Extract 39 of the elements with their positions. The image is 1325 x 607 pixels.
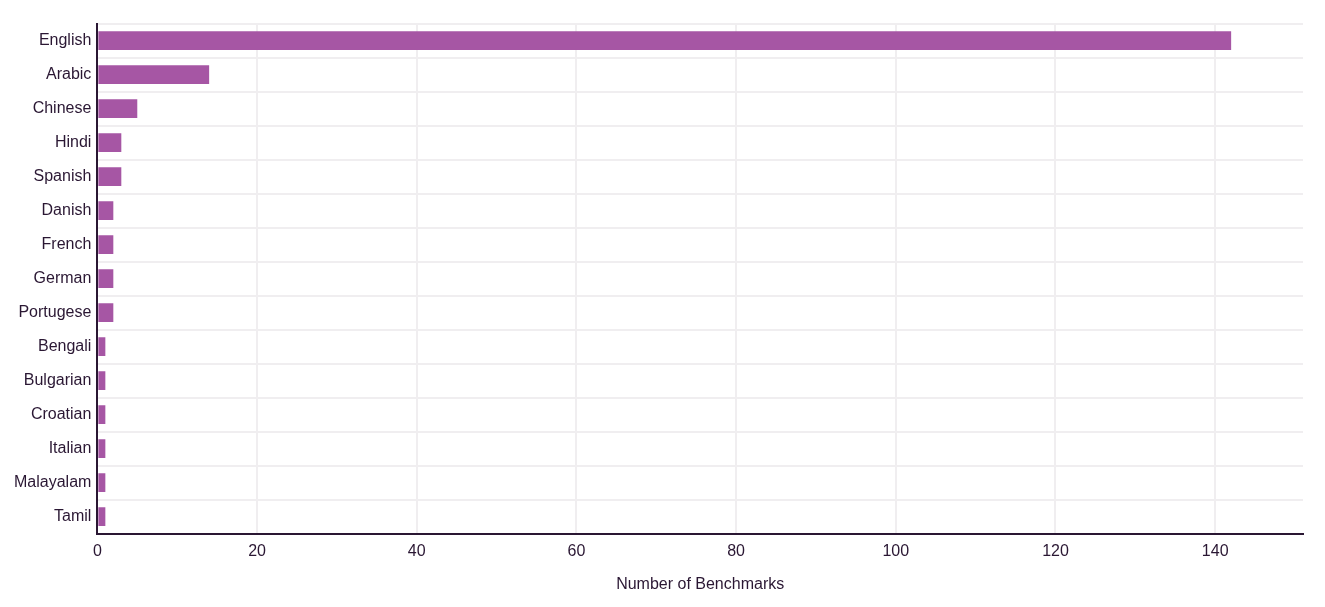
x-tick-label: 40 (407, 541, 426, 559)
y-tick-label: English (38, 31, 92, 49)
bar (98, 31, 1232, 50)
bar (98, 167, 122, 186)
y-tick-label: Portugese (18, 303, 92, 321)
bar (98, 133, 122, 152)
x-axis-title: Number of Benchmarks (616, 574, 785, 592)
y-tick-label: Arabic (46, 65, 92, 83)
y-tick-label: Croatian (30, 405, 92, 423)
bar (98, 405, 106, 424)
bar (98, 235, 114, 254)
x-tick-label: 80 (727, 541, 746, 559)
x-tick-label: 20 (248, 541, 267, 559)
y-tick-label: Bengali (37, 337, 92, 355)
bar (98, 269, 114, 288)
y-tick-label: Spanish (33, 167, 92, 185)
bar (98, 201, 114, 220)
y-tick-label: Hindi (54, 133, 92, 151)
y-tick-label: Malayalam (14, 473, 92, 491)
bar (98, 337, 106, 356)
y-tick-label: French (41, 235, 92, 253)
bar (98, 303, 114, 322)
y-tick-label: Chinese (32, 99, 92, 117)
bar (98, 99, 138, 118)
bar (98, 371, 106, 390)
bar (98, 439, 106, 458)
bar (98, 473, 106, 492)
y-tick-label: Danish (41, 201, 92, 219)
x-tick-label: 0 (92, 541, 102, 559)
x-tick-label: 120 (1042, 541, 1069, 559)
y-tick-label: German (33, 269, 92, 287)
bar (98, 65, 210, 84)
x-tick-label: 60 (567, 541, 586, 559)
y-tick-label: Bulgarian (23, 371, 92, 389)
x-tick-label: 140 (1201, 541, 1229, 559)
y-tick-label: Italian (48, 439, 92, 457)
x-tick-label: 100 (882, 541, 910, 559)
y-tick-label: Tamil (54, 507, 92, 525)
bar (98, 507, 106, 526)
